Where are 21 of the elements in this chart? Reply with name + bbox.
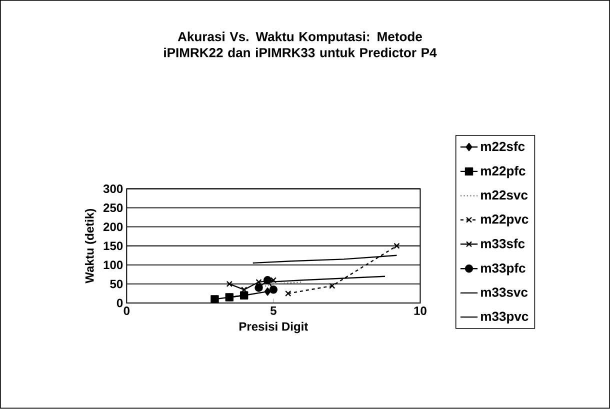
y-tick-label: 200 (103, 222, 123, 232)
chart-title: Akurasi Vs. Waktu Komputasi: Metode iPIMRK22 dan iPIMRK33 untuk Predictor P4 (164, 32, 437, 58)
y-tick-label: 150 (104, 242, 123, 250)
legend-label: m33svc (481, 288, 528, 298)
x-tick-label: 5 (270, 306, 276, 316)
y-tick-label: 0 (116, 298, 123, 308)
y-tick-label: 300 (103, 184, 123, 194)
legend-label: m33pvc (481, 312, 528, 324)
legend-label: m22svc (481, 190, 528, 200)
y-axis-title: Waktu (detik) (84, 209, 96, 284)
y-tick-label: 250 (103, 204, 123, 212)
legend-label: m22pvc (481, 214, 528, 227)
legend-label: m33sfc (481, 238, 525, 248)
y-tick-label: 100 (104, 260, 123, 270)
x-tick-label: 0 (124, 306, 130, 316)
legend-label: m33pfc (481, 263, 526, 276)
y-tick-label: 50 (110, 280, 123, 288)
legend-label: m22sfc (481, 142, 525, 152)
x-axis-title: Presisi Digit (239, 322, 308, 334)
legend-label: m22pfc (481, 166, 526, 178)
x-tick-label: 10 (414, 306, 426, 316)
